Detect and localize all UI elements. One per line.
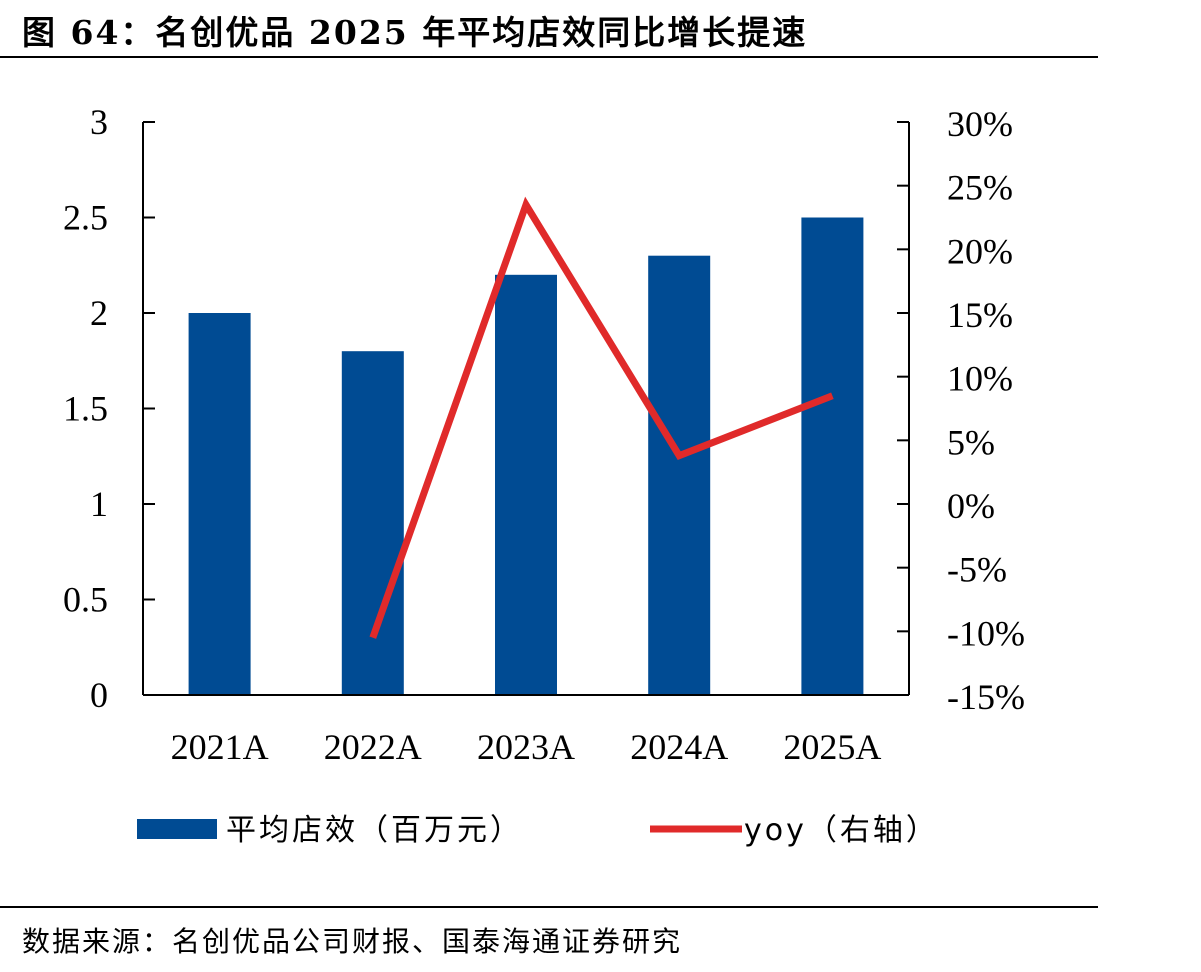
bars-layer (188, 217, 864, 695)
x-tick-label: 2021A (171, 727, 269, 767)
chart: 0 0.5 1 1.5 2 2.5 3 -15% -10% -5% 0% 5% 10% 15% 20% 25%… (63, 102, 1025, 848)
x-tick-label: 2024A (630, 727, 728, 767)
right-tick-label: 0% (947, 486, 995, 526)
left-tick-label: 0.5 (63, 580, 108, 620)
left-tick-label: 1.5 (63, 389, 108, 429)
left-tick-label: 2.5 (63, 198, 108, 238)
source-note: 数据来源：名创优品公司财报、国泰海通证券研究 (22, 925, 683, 958)
right-tick-label: 10% (947, 359, 1013, 399)
source-divider (0, 906, 1098, 908)
left-tick-label: 3 (90, 102, 108, 142)
legend-bar-label: 平均店效（百万元） (226, 813, 523, 848)
figure-title: 图 64：名创优品 2025 年平均店效同比增长提速 (22, 13, 808, 52)
bar-2023A (495, 274, 557, 695)
bar-2025A (801, 217, 864, 695)
left-tick-label: 2 (90, 293, 108, 333)
x-tick-label: 2023A (477, 727, 575, 767)
x-tick-label: 2022A (324, 727, 422, 767)
legend: 平均店效（百万元） yoy（右轴） (137, 813, 939, 848)
right-tick-label: -10% (947, 613, 1025, 653)
right-tick-label: -5% (947, 550, 1007, 590)
left-tick-label: 0 (90, 675, 108, 715)
legend-line-label: yoy（右轴） (744, 813, 939, 848)
title-divider (0, 56, 1098, 58)
bar-2024A (648, 255, 711, 695)
x-tick-label: 2025A (783, 727, 881, 767)
right-tick-label: 15% (947, 295, 1013, 335)
right-tick-label: 20% (947, 231, 1013, 271)
right-tick-label: -15% (947, 677, 1025, 717)
left-tick-label: 1 (90, 484, 108, 524)
right-tick-label: 25% (947, 168, 1013, 208)
bar-2022A (341, 351, 404, 695)
yoy-line (369, 196, 834, 639)
axes-layer: 0 0.5 1 1.5 2 2.5 3 -15% -10% -5% 0% 5% 10% 15% 20% 25%… (63, 102, 1025, 767)
line-layer (369, 196, 834, 639)
legend-bar-swatch (137, 819, 217, 839)
right-tick-label: 30% (947, 104, 1013, 144)
bar-2021A (188, 313, 251, 695)
right-tick-label: 5% (947, 422, 995, 462)
